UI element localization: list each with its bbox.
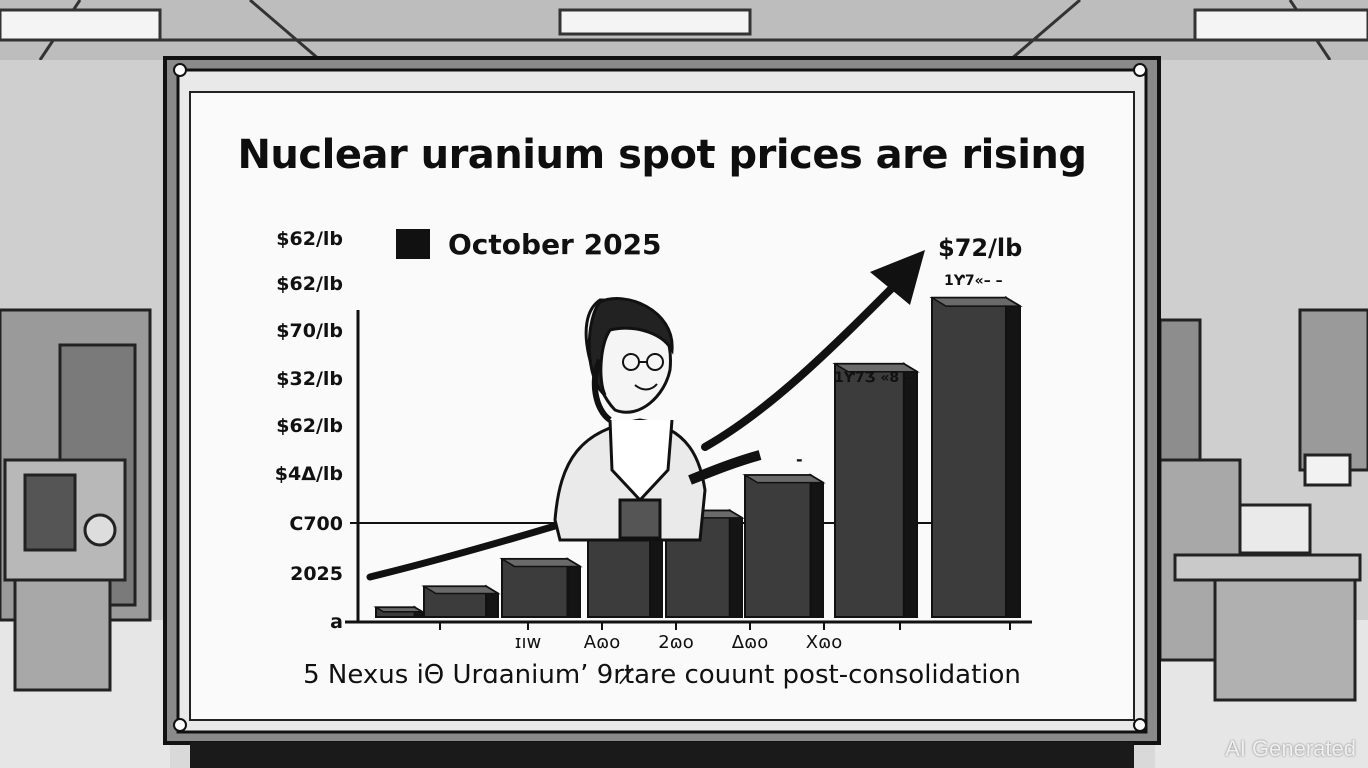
x-tick-label: Δɷo — [731, 632, 769, 653]
chart-title: Nuclear uranium spot prices are rising — [237, 132, 1087, 178]
chart-bars — [373, 295, 1023, 619]
y-tick-label: $62/lb — [276, 228, 343, 250]
ceiling-light-right — [1193, 8, 1368, 42]
x-tick-label: Xɷo — [805, 632, 843, 653]
bar-top — [373, 606, 425, 613]
peak-price-annotation: $72/lb — [938, 234, 1023, 262]
ceiling-light-left — [0, 8, 162, 42]
x-axis-tick-marks — [439, 622, 1011, 630]
bar-side — [1005, 295, 1021, 618]
bar-top — [421, 585, 501, 595]
ceiling-light-center — [558, 8, 752, 36]
y-tick-label: $4Δ/lb — [274, 463, 343, 485]
legend-swatch — [396, 229, 430, 259]
bar-top — [929, 296, 1023, 307]
y-tick-label: 2025 — [290, 563, 343, 585]
x-tick-label: 2ɷo — [658, 632, 694, 653]
bar-value-annotation: 1Ƴ7«– – — [944, 273, 1003, 289]
y-tick-label: $70/lb — [276, 320, 343, 342]
y-tick-label: $32/lb — [276, 368, 343, 390]
board-stand — [190, 742, 1134, 768]
legend-label: October 2025 — [448, 227, 662, 261]
bar-value-annotation: 1Ƴ7Ʒ «8 – — [834, 370, 911, 386]
y-tick-label: a — [330, 611, 343, 633]
bar-top — [832, 363, 920, 373]
bar — [501, 557, 569, 619]
bar-side — [902, 362, 918, 618]
bar-top — [499, 558, 583, 568]
bar-top — [742, 474, 826, 484]
bar-side — [566, 557, 581, 618]
left-equipment — [0, 308, 152, 692]
bar — [931, 296, 1007, 618]
x-tick-label: Aɷo — [583, 632, 621, 653]
trend-arrow-upper — [701, 281, 899, 451]
presenter-illustration — [553, 297, 762, 542]
bar-side — [809, 473, 824, 618]
trend-arrowhead — [870, 250, 925, 305]
chart-caption: 5 Nexus iΘ Urɑaniumʼ 9rt̷are couunt post… — [303, 660, 1021, 690]
bar — [834, 362, 905, 618]
bar — [587, 530, 652, 618]
bar-side — [728, 508, 743, 618]
right-equipment — [1158, 308, 1368, 702]
bar-value-annotation: - — [796, 450, 803, 469]
chart-axes — [345, 310, 1032, 624]
ai-generated-watermark: AI Generated — [1225, 736, 1356, 761]
x-tick-label: ɪıw — [514, 632, 542, 653]
legend: October 2025 — [396, 226, 662, 262]
y-tick-label: $62/lb — [276, 415, 343, 437]
y-tick-label: $62/lb — [276, 273, 343, 295]
y-tick-label: C700 — [289, 513, 343, 535]
board-screws — [173, 63, 1147, 732]
bar-side — [649, 529, 663, 618]
bar — [744, 474, 812, 618]
